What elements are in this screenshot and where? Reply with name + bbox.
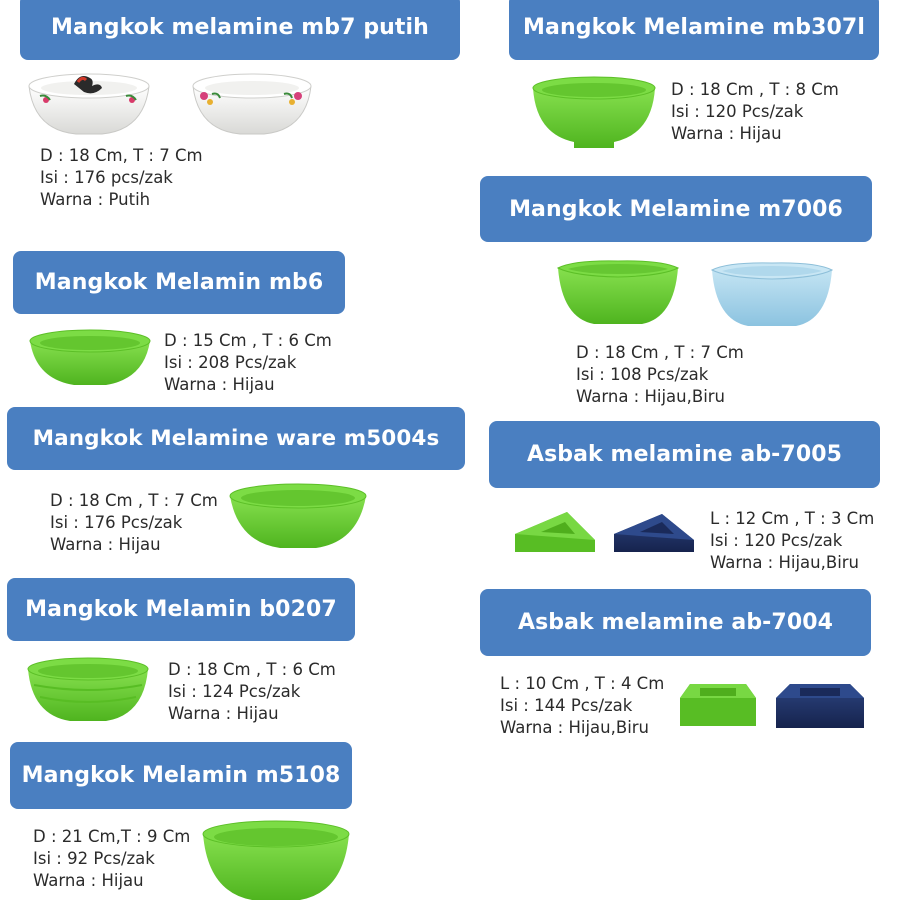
spec-quantity: Isi : 144 Pcs/zak bbox=[500, 696, 633, 715]
spec-dimension: D : 18 Cm , T : 6 Cm bbox=[168, 660, 336, 679]
spec-dimension: D : 18 Cm , T : 7 Cm bbox=[50, 491, 218, 510]
spec-quantity: Isi : 92 Pcs/zak bbox=[33, 849, 155, 868]
bowl-blue-square-icon bbox=[708, 260, 836, 330]
product-specs-m7006: D : 18 Cm , T : 7 Cm Isi : 108 Pcs/zak W… bbox=[576, 342, 744, 408]
product-title-m5108: Mangkok Melamin m5108 bbox=[10, 742, 352, 809]
spec-quantity: Isi : 176 Pcs/zak bbox=[50, 513, 183, 532]
product-title-ab-7005: Asbak melamine ab-7005 bbox=[489, 421, 880, 488]
spec-color: Warna : Hijau bbox=[33, 871, 144, 890]
spec-quantity: Isi : 208 Pcs/zak bbox=[164, 353, 297, 372]
product-title-ab-7004: Asbak melamine ab-7004 bbox=[480, 589, 871, 656]
product-title-mb6: Mangkok Melamin mb6 bbox=[13, 251, 345, 314]
product-title-b0207: Mangkok Melamin b0207 bbox=[7, 578, 355, 641]
spec-color: Warna : Hijau,Biru bbox=[500, 718, 650, 737]
bowl-green-icon bbox=[228, 482, 368, 550]
ashtray-square-green-icon bbox=[678, 680, 758, 730]
product-title-mb7-putih: Mangkok melamine mb7 putih bbox=[20, 0, 460, 60]
bowl-green-large-icon bbox=[200, 818, 352, 904]
bowl-white-rooster-icon bbox=[26, 72, 152, 136]
spec-color: Warna : Hijau,Biru bbox=[576, 387, 726, 406]
spec-quantity: Isi : 124 Pcs/zak bbox=[168, 682, 301, 701]
bowl-green-icon bbox=[530, 74, 658, 150]
spec-dimension: D : 21 Cm,T : 9 Cm bbox=[33, 827, 191, 846]
spec-color: Warna : Hijau bbox=[671, 124, 782, 143]
bowl-white-floral-icon bbox=[190, 72, 314, 136]
ashtray-triangle-navy-icon bbox=[612, 510, 696, 556]
spec-dimension: D : 18 Cm , T : 7 Cm bbox=[576, 343, 744, 362]
spec-quantity: Isi : 108 Pcs/zak bbox=[576, 365, 709, 384]
product-title-m7006: Mangkok Melamine m7006 bbox=[480, 176, 872, 242]
bowl-green-square-icon bbox=[554, 258, 682, 328]
spec-color: Warna : Hijau,Biru bbox=[710, 553, 860, 572]
ashtray-triangle-green-icon bbox=[511, 508, 597, 556]
product-specs-m5108: D : 21 Cm,T : 9 Cm Isi : 92 Pcs/zak Warn… bbox=[33, 826, 190, 892]
ashtray-square-navy-icon bbox=[774, 682, 866, 732]
product-specs-b0207: D : 18 Cm , T : 6 Cm Isi : 124 Pcs/zak W… bbox=[168, 659, 336, 725]
bowl-green-ribbed-icon bbox=[26, 655, 150, 725]
spec-color: Warna : Hijau bbox=[50, 535, 161, 554]
product-specs-m5004s: D : 18 Cm , T : 7 Cm Isi : 176 Pcs/zak W… bbox=[50, 490, 218, 556]
product-specs-ab-7005: L : 12 Cm , T : 3 Cm Isi : 120 Pcs/zak W… bbox=[710, 508, 874, 574]
bowl-green-icon bbox=[28, 327, 152, 387]
spec-quantity: Isi : 120 Pcs/zak bbox=[671, 102, 804, 121]
product-specs-ab-7004: L : 10 Cm , T : 4 Cm Isi : 144 Pcs/zak W… bbox=[500, 673, 664, 739]
spec-color: Warna : Hijau bbox=[168, 704, 279, 723]
spec-dimension: L : 12 Cm , T : 3 Cm bbox=[710, 509, 875, 528]
spec-color: Warna : Hijau bbox=[164, 375, 275, 394]
product-title-mb307l: Mangkok Melamine mb307l bbox=[509, 0, 879, 60]
spec-quantity: Isi : 176 pcs/zak bbox=[40, 168, 173, 187]
spec-dimension: D : 18 Cm, T : 7 Cm bbox=[40, 146, 203, 165]
spec-quantity: Isi : 120 Pcs/zak bbox=[710, 531, 843, 550]
product-title-m5004s: Mangkok Melamine ware m5004s bbox=[7, 407, 465, 470]
spec-dimension: D : 15 Cm , T : 6 Cm bbox=[164, 331, 332, 350]
spec-color: Warna : Putih bbox=[40, 190, 151, 209]
spec-dimension: D : 18 Cm , T : 8 Cm bbox=[671, 80, 839, 99]
spec-dimension: L : 10 Cm , T : 4 Cm bbox=[500, 674, 665, 693]
product-specs-mb6: D : 15 Cm , T : 6 Cm Isi : 208 Pcs/zak W… bbox=[164, 330, 332, 396]
product-specs-mb307l: D : 18 Cm , T : 8 Cm Isi : 120 Pcs/zak W… bbox=[671, 79, 839, 145]
product-specs-mb7-putih: D : 18 Cm, T : 7 Cm Isi : 176 pcs/zak Wa… bbox=[40, 145, 203, 211]
